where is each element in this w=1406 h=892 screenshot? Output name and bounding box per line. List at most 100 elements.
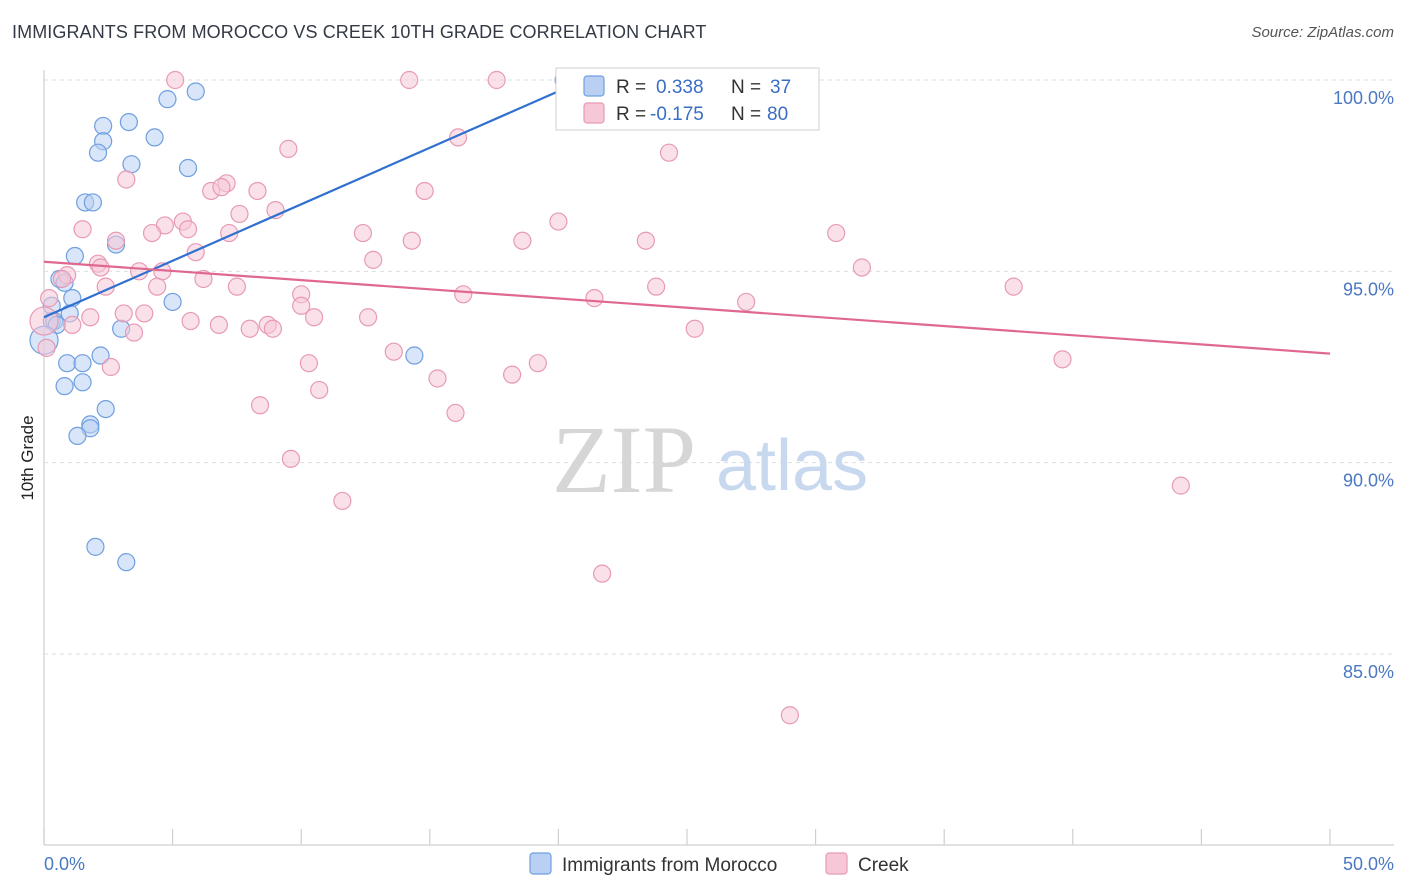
creek-point-2 [487,70,506,90]
watermark-atlas: atlas [716,426,868,506]
creek-point-12 [248,181,267,201]
morocco-point-17 [163,292,182,312]
creek-point-56 [181,311,200,331]
creek-point-1 [400,70,419,90]
creek-trend-line [43,260,1331,355]
morocco-point-34 [68,426,87,445]
creek-point-67 [1053,350,1072,369]
creek-point-54 [358,308,378,327]
y-tick-label-95: 95.0% [1343,279,1394,299]
morocco-trend-line [43,78,585,319]
creek-point-25 [402,231,421,250]
creek-point-26 [513,231,532,250]
creek-point-68 [101,357,120,377]
creek-point-19 [73,220,92,239]
creek-point-27 [636,231,655,250]
creek-point-78 [780,706,799,725]
series-legend-swatch-morocco[interactable] [529,852,552,875]
creek-point-77 [593,564,612,583]
creek-point-61 [124,323,144,342]
morocco-point-35 [86,537,105,556]
series-legend-label-creek[interactable]: Creek [858,855,909,876]
stats-legend: R = 0.338 N = 37 R = -0.175 N = 80 [555,67,820,131]
creek-point-48 [737,292,756,312]
creek-point-53 [304,308,324,327]
series-legend: Immigrants from Morocco Creek [529,852,909,876]
creek-point-43 [647,277,666,296]
y-tick-labels: 85.0% 90.0% 95.0% 100.0% [1333,88,1394,682]
creek-point-45 [292,296,311,315]
creek-point-69 [428,369,447,388]
creek-point-7 [659,143,679,162]
morocco-point-27 [58,354,77,373]
creek-point-46 [454,285,473,304]
creek-point-62 [685,319,704,338]
creek-point-38 [52,269,72,289]
legend-r-value-morocco: 0.338 [656,77,704,98]
creek-point-51 [114,304,133,323]
creek-point-50 [81,308,100,327]
creek-point-71 [310,380,329,400]
morocco-point-9 [178,158,198,178]
legend-n-value-creek: 80 [767,104,788,125]
creek-point-33 [91,258,110,277]
creek-point-58 [240,319,259,338]
morocco-point-11 [83,193,102,212]
morocco-point-25 [91,346,110,365]
creek-point-31 [852,258,871,277]
creek-point-72 [250,396,270,415]
creek-point-24 [827,223,846,243]
legend-r-value-creek: -0.175 [650,104,704,125]
legend-n-value-morocco: 37 [770,77,791,98]
morocco-point-30 [73,373,92,392]
y-axis-title: 10th Grade [18,415,37,500]
morocco-point-36 [117,553,136,572]
series-legend-label-morocco[interactable]: Immigrants from Morocco [562,855,777,876]
creek-point-75 [333,491,352,511]
creek-point-28 [106,231,126,250]
series-layer [29,70,1331,725]
creek-point-65 [299,354,319,373]
creek-point-70 [503,365,522,384]
creek-point-21 [142,223,162,243]
morocco-point-2 [158,90,177,109]
morocco-point-26 [405,346,424,365]
x-tick-label-left: 0.0% [44,854,85,874]
creek-point-52 [135,304,154,323]
morocco-point-3 [119,112,138,132]
y-tick-label-100: 100.0% [1333,88,1394,108]
creek-point-13 [415,181,434,201]
series-1 [29,70,1190,725]
morocco-point-31 [96,399,115,419]
x-tick-label-right: 50.0% [1343,854,1394,874]
morocco-point-7 [88,143,108,162]
legend-n-label-creek: N = [731,104,761,125]
creek-point-15 [230,204,249,224]
series-legend-swatch-creek[interactable] [825,852,848,875]
legend-swatch-morocco [583,75,605,97]
creek-point-76 [1171,476,1190,495]
legend-r-label-morocco: R = [616,77,646,98]
creek-point-79 [29,306,59,336]
creek-point-57 [209,315,228,335]
creek-point-63 [37,338,56,357]
creek-point-41 [227,277,246,296]
creek-point-16 [549,212,568,231]
creek-point-64 [384,342,403,361]
legend-swatch-creek [583,102,605,124]
morocco-point-28 [73,354,92,373]
series-0 [29,70,573,572]
legend-n-label-morocco: N = [731,77,761,98]
morocco-point-13 [65,246,84,266]
creek-point-49 [40,289,59,308]
creek-point-23 [178,220,198,239]
creek-point-55 [63,315,82,335]
creek-point-37 [194,269,213,289]
legend-r-label-creek: R = [616,104,646,125]
creek-point-11 [212,178,231,197]
morocco-point-8 [122,155,141,174]
chart-source: Source: ZipAtlas.com [1251,24,1394,41]
x-ticks [43,829,1331,845]
morocco-point-4 [94,116,113,136]
